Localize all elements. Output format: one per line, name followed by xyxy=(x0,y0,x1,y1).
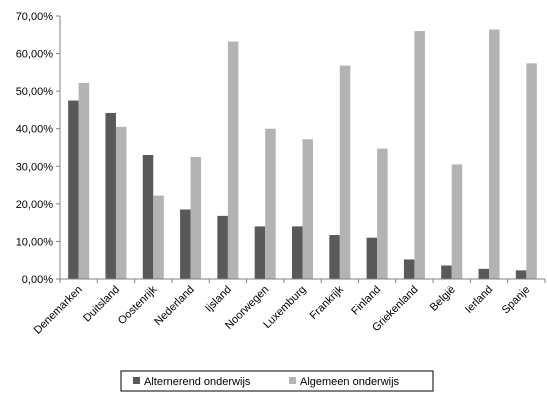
bar-algemeen xyxy=(489,29,500,280)
y-tick-label: 30,00% xyxy=(16,161,54,173)
bar-alternerend xyxy=(142,155,154,279)
y-tick-label: 40,00% xyxy=(16,124,54,136)
bar-alternerend xyxy=(180,209,191,279)
bar-alternerend xyxy=(441,265,452,279)
legend-box xyxy=(120,370,434,392)
bar-algemeen xyxy=(339,65,351,279)
bar-algemeen xyxy=(526,63,537,280)
bar-algemeen xyxy=(78,82,90,280)
legend-label: Algemeen onderwijs xyxy=(300,376,400,388)
bar-alternerend xyxy=(105,112,116,279)
bar-algemeen xyxy=(227,41,239,280)
y-tick-labels: 0,00% 10,00% 20,00% 30,00% 40,00% 50,00% 60,00… xyxy=(16,11,54,286)
bar-alternerend xyxy=(254,226,266,279)
bar-algemeen xyxy=(414,31,425,280)
bar-alternerend xyxy=(217,215,228,279)
bar-alternerend xyxy=(366,237,378,279)
bar-alternerend xyxy=(292,226,303,279)
x-category-label: België xyxy=(428,284,458,314)
y-tick-label: 50,00% xyxy=(16,86,54,98)
y-tick-label: 70,00% xyxy=(16,11,54,23)
legend-swatch xyxy=(289,377,296,384)
bar-algemeen xyxy=(265,128,276,279)
y-tick-label: 0,00% xyxy=(22,274,53,286)
x-category-label: Frankrijk xyxy=(308,283,347,322)
axes xyxy=(56,15,546,283)
bar-algemeen xyxy=(115,126,127,279)
x-category-label: Spanje xyxy=(500,284,533,317)
bar-alternerend xyxy=(329,235,340,279)
y-tick-label: 20,00% xyxy=(16,199,54,211)
bars xyxy=(68,29,537,280)
x-category-label: Ijsland xyxy=(203,284,234,315)
legend-label: Alternerend onderwijs xyxy=(144,376,251,388)
x-category-label: Ierland xyxy=(463,284,495,316)
bar-algemeen xyxy=(377,148,388,279)
x-category-label: Finland xyxy=(349,284,383,318)
bar-algemeen xyxy=(451,164,463,279)
bar-alternerend xyxy=(403,259,415,279)
bar-alternerend xyxy=(68,100,79,280)
bar-algemeen xyxy=(190,156,202,279)
bar-algemeen xyxy=(153,195,164,279)
bar-alternerend xyxy=(478,268,490,279)
x-category-label: Nederland xyxy=(152,284,196,328)
legend: Alternerend onderwijs Algemeen onderwijs xyxy=(120,370,434,392)
legend-swatch xyxy=(133,377,140,384)
y-tick-label: 60,00% xyxy=(16,49,54,61)
bar-alternerend xyxy=(515,270,527,279)
bar-algemeen xyxy=(302,139,313,279)
x-category-label: Denemarken xyxy=(32,284,85,337)
y-tick-label: 10,00% xyxy=(16,236,54,248)
